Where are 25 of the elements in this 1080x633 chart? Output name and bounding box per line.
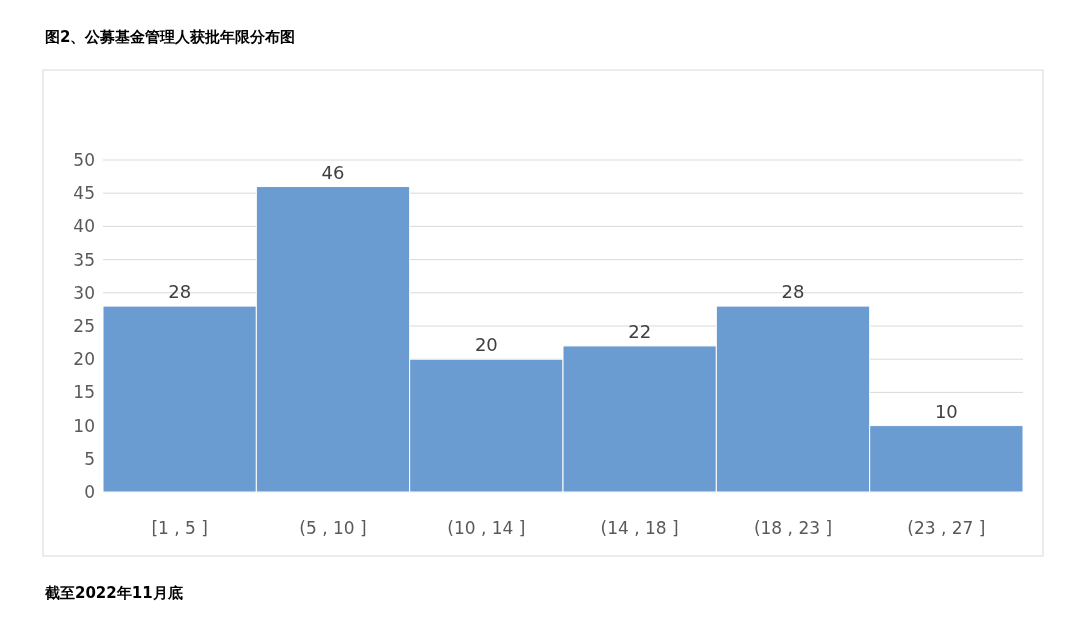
chart-title: 图2、公募基金管理人获批年限分布图 [45, 28, 296, 46]
y-tick-label: 25 [73, 316, 95, 336]
x-tick-label: (18 , 23 ] [753, 518, 833, 538]
data-label: 22 [628, 320, 652, 342]
x-tick-label: (10 , 14 ] [447, 518, 526, 538]
data-label: 28 [168, 281, 192, 303]
y-tick-label: 30 [73, 282, 95, 303]
data-label: 10 [934, 400, 958, 422]
y-tick-label: 40 [73, 216, 95, 237]
y-tick-label: 0 [84, 482, 95, 502]
y-tick-label: 50 [73, 150, 95, 170]
y-tick-label: 45 [73, 183, 95, 204]
data-label: 20 [474, 334, 498, 356]
data-label: 46 [321, 161, 345, 183]
y-tick-label: 15 [73, 382, 95, 403]
y-tick-label: 5 [84, 448, 95, 469]
x-tick-label: (14 , 18 ] [600, 518, 679, 538]
y-tick-label: 20 [73, 349, 95, 370]
x-tick-label: (5 , 10 ] [299, 518, 367, 538]
data-label: 28 [781, 281, 805, 303]
x-tick-label: (23 , 27 ] [907, 518, 986, 538]
y-tick-label: 10 [73, 415, 95, 436]
y-tick-label: 35 [73, 249, 95, 270]
text: 截至2022年11月底 [44, 584, 183, 602]
x-tick-label: [1 , 5 ] [151, 518, 208, 538]
